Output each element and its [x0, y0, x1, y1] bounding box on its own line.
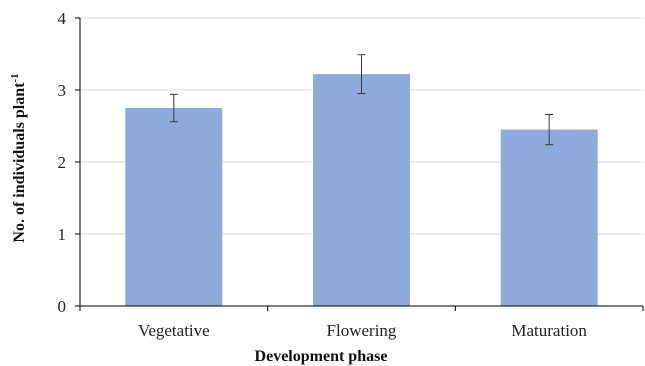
y-axis-title-main: No. of individuals plant: [11, 82, 28, 243]
bar: [500, 129, 598, 306]
y-axis-title-superscript: -1: [9, 73, 21, 82]
x-tick-label: Vegetative: [138, 321, 210, 340]
bars: [125, 74, 598, 306]
x-tick-label: Maturation: [511, 321, 587, 340]
x-tick-label: Flowering: [327, 321, 397, 340]
y-axis-title: No. of individuals plant-1: [9, 73, 28, 242]
y-tick-label: 4: [58, 9, 67, 28]
y-tick-label: 1: [58, 225, 67, 244]
y-tick-label: 2: [58, 153, 67, 172]
x-axis-title: Development phase: [255, 348, 388, 365]
y-tick-label: 3: [58, 81, 67, 100]
axes: [75, 17, 644, 311]
bar: [313, 74, 410, 306]
bar: [125, 108, 223, 306]
x-tick-labels: Vegetative Flowering Maturation: [138, 321, 587, 340]
y-tick-labels: 0 1 2 3 4: [58, 9, 67, 316]
error-bars: [169, 54, 554, 146]
y-tick-label: 0: [58, 297, 67, 316]
